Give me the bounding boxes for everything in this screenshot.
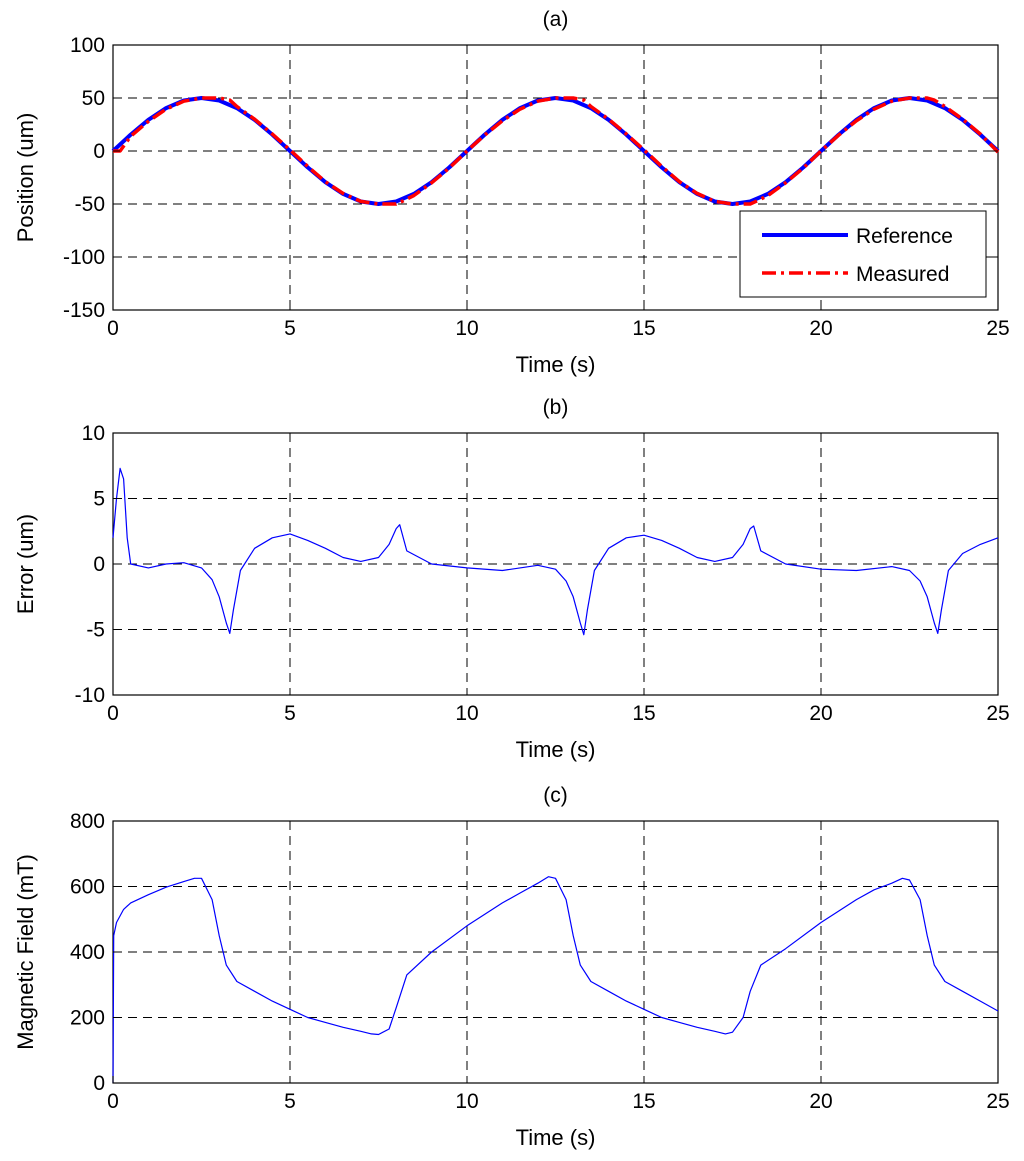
legend-label-0: Reference xyxy=(856,225,953,248)
x-axis-label: Time (s) xyxy=(516,737,596,762)
y-tick-label: 100 xyxy=(70,34,105,57)
x-tick-label: 20 xyxy=(809,317,832,340)
y-tick-label: -5 xyxy=(86,619,105,642)
x-tick-label: 20 xyxy=(809,702,832,725)
y-tick-label: -10 xyxy=(75,684,105,707)
x-tick-label: 0 xyxy=(107,1090,119,1113)
x-tick-label: 15 xyxy=(632,1090,655,1113)
y-tick-label: 600 xyxy=(70,876,105,899)
x-tick-label: 0 xyxy=(107,317,119,340)
legend: Reference Measured xyxy=(739,210,987,298)
panel-title: (a) xyxy=(543,8,569,31)
y-tick-label: 5 xyxy=(93,488,105,511)
x-tick-label: 0 xyxy=(107,702,119,725)
x-tick-label: 5 xyxy=(284,1090,296,1113)
legend-box xyxy=(739,210,987,298)
x-tick-label: 25 xyxy=(986,317,1009,340)
y-tick-label: 0 xyxy=(93,1072,105,1095)
panel-title: (b) xyxy=(543,396,569,419)
y-tick-label: 0 xyxy=(93,140,105,163)
x-tick-label: 20 xyxy=(809,1090,832,1113)
x-tick-label: 10 xyxy=(455,317,478,340)
x-tick-label: 25 xyxy=(986,1090,1009,1113)
y-axis-label: Magnetic Field (mT) xyxy=(13,854,38,1050)
panel-title: (c) xyxy=(543,784,568,807)
y-tick-label: -100 xyxy=(63,246,105,269)
y-tick-label: 0 xyxy=(93,553,105,576)
x-tick-label: 5 xyxy=(284,702,296,725)
x-tick-label: 15 xyxy=(632,317,655,340)
y-axis-label: Error (um) xyxy=(13,514,38,614)
y-tick-label: 800 xyxy=(70,810,105,833)
y-tick-label: 400 xyxy=(70,941,105,964)
legend-label-1: Measured xyxy=(856,263,949,286)
x-tick-label: 10 xyxy=(455,702,478,725)
y-tick-label: 200 xyxy=(70,1007,105,1030)
series-line-0 xyxy=(112,876,999,1084)
x-tick-label: 10 xyxy=(455,1090,478,1113)
y-tick-label: -150 xyxy=(63,299,105,322)
y-tick-label: -50 xyxy=(75,193,105,216)
y-tick-label: 50 xyxy=(82,87,105,110)
x-tick-label: 15 xyxy=(632,702,655,725)
x-tick-label: 5 xyxy=(284,317,296,340)
y-axis-label: Position (um) xyxy=(13,113,38,243)
series-line-1 xyxy=(113,96,1000,206)
chart-panel-0: 0 5 10 15 20 25 -150 -100 -50 0 50 100 (a) Time (s) Po… xyxy=(13,8,1010,377)
x-tick-label: 25 xyxy=(986,702,1009,725)
x-axis-label: Time (s) xyxy=(516,1125,596,1150)
x-axis-label: Time (s) xyxy=(516,352,596,377)
series-line-0 xyxy=(112,467,999,636)
chart-panel-2: 0 5 10 15 20 25 0 200 400 600 800 (c) Time (s) Magnet… xyxy=(13,784,1010,1150)
chart-panel-1: 0 5 10 15 20 25 -10 -5 0 5 10 (b) Time (s) Error (um) xyxy=(13,396,1010,762)
y-tick-label: 10 xyxy=(82,422,105,445)
